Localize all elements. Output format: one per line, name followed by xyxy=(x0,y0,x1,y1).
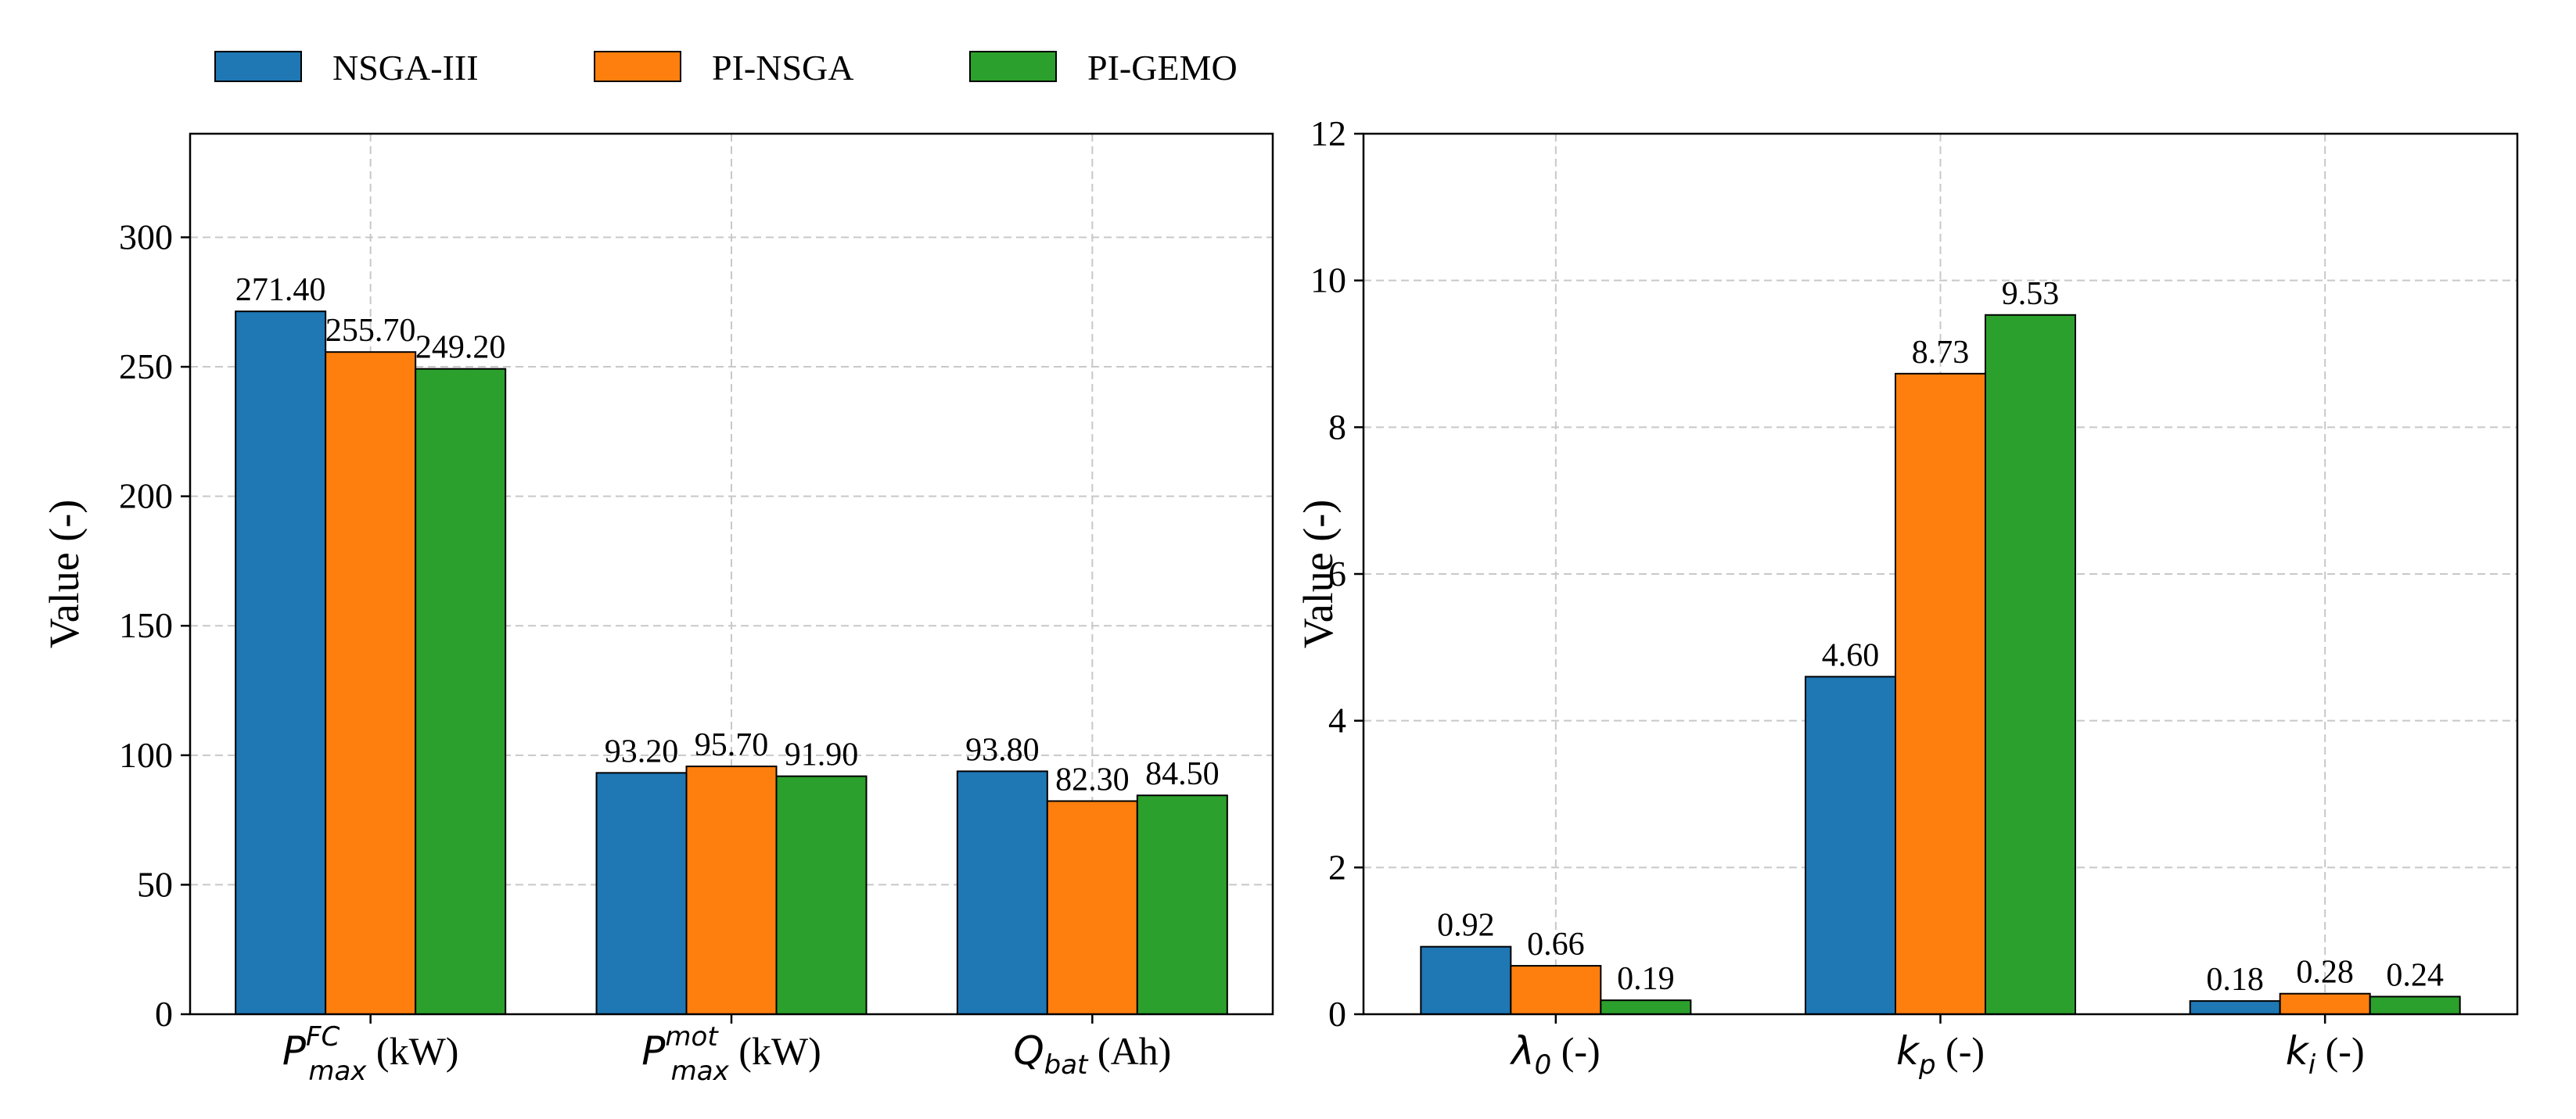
x-tick-label-0: PFC max (kW) xyxy=(282,1021,459,1087)
chart-right-control-params: 0.92 4.60 0.18 0.66 8.73 0.28 0.19 9.53 0.24 0 2 4 6… xyxy=(1295,113,2519,1081)
y-tick-label-150: 150 xyxy=(119,605,173,645)
bar-nsga-iii-0 xyxy=(1420,945,1512,1016)
bar-pi-nsga-0 xyxy=(325,351,417,1015)
y-axis-label: Value (-) xyxy=(1295,500,1342,648)
x-ticks: PFC max (kW) Pmot max (kW) Qbat (Ah) xyxy=(282,1014,1171,1087)
y-ticks: 0 2 4 6 8 10 12 xyxy=(1310,113,1363,1034)
data-labels: 271.40 93.20 93.80 255.70 95.70 82.30 249.20 91… xyxy=(235,272,1220,798)
data-label-nsga-iii-1: 93.20 xyxy=(605,733,679,769)
data-label-nsga-iii-0: 271.40 xyxy=(235,272,326,308)
data-label-nsga-iii-2: 93.80 xyxy=(965,732,1040,768)
bar-pi-gemo-1 xyxy=(775,775,868,1015)
data-label-nsga-iii-1: 4.60 xyxy=(1822,637,1880,673)
y-tick-label-250: 250 xyxy=(119,346,173,386)
data-label-pi-gemo-0: 0.19 xyxy=(1617,961,1675,997)
data-label-pi-nsga-0: 255.70 xyxy=(325,313,416,349)
bar-pi-gemo-0 xyxy=(415,368,507,1015)
y-axis-label: Value (-) xyxy=(41,500,88,648)
legend-swatch-nsga-iii xyxy=(214,51,302,82)
bar-nsga-iii-2 xyxy=(2189,1000,2281,1015)
y-tick-label-200: 200 xyxy=(119,476,173,516)
chart-left-sizing: 271.40 93.20 93.80 255.70 95.70 82.30 249.20 91… xyxy=(41,132,1274,1087)
data-label-pi-gemo-1: 91.90 xyxy=(785,737,859,773)
bar-nsga-iii-1 xyxy=(1805,676,1896,1015)
bars xyxy=(235,310,1228,1016)
data-label-pi-gemo-1: 9.53 xyxy=(2002,276,2060,312)
data-label-pi-nsga-2: 82.30 xyxy=(1055,762,1130,798)
bar-nsga-iii-2 xyxy=(956,770,1048,1015)
bar-pi-nsga-2 xyxy=(2279,992,2371,1016)
bar-pi-nsga-0 xyxy=(1510,965,1602,1015)
data-label-pi-nsga-1: 8.73 xyxy=(1912,335,1970,371)
bar-pi-nsga-2 xyxy=(1046,800,1138,1015)
data-label-pi-gemo-0: 249.20 xyxy=(415,330,506,366)
x-tick-label-2: Qbat (Ah) xyxy=(1013,1028,1171,1081)
bar-pi-gemo-2 xyxy=(1136,794,1228,1015)
y-tick-label-50: 50 xyxy=(137,864,173,904)
y-tick-label-0: 0 xyxy=(155,994,173,1034)
x-tick-label-1: kp (-) xyxy=(1896,1028,1985,1081)
data-labels: 0.92 4.60 0.18 0.66 8.73 0.28 0.19 9.53 0.24 xyxy=(1437,276,2444,998)
bar-nsga-iii-1 xyxy=(595,772,688,1015)
x-ticks: λ0 (-) kp (-) ki (-) xyxy=(1509,1014,2365,1081)
y-tick-label-6: 6 xyxy=(1328,554,1346,594)
data-label-pi-gemo-2: 84.50 xyxy=(1145,756,1220,792)
legend-swatch-pi-gemo xyxy=(969,51,1057,82)
legend-swatch-pi-nsga xyxy=(594,51,681,82)
y-tick-label-0: 0 xyxy=(1328,994,1346,1034)
bar-pi-nsga-1 xyxy=(685,766,778,1016)
y-tick-label-8: 8 xyxy=(1328,407,1346,447)
legend-label-nsga-iii: NSGA-III xyxy=(332,48,479,88)
y-tick-label-10: 10 xyxy=(1310,260,1346,300)
y-ticks: 0 50 100 150 200 250 300 xyxy=(119,217,190,1034)
bar-pi-gemo-1 xyxy=(1985,314,2076,1016)
legend-label-pi-gemo: PI-GEMO xyxy=(1087,48,1238,88)
legend: NSGA-III PI-NSGA PI-GEMO xyxy=(214,48,1238,88)
x-tick-label-0: λ0 (-) xyxy=(1509,1028,1601,1081)
data-label-pi-gemo-2: 0.24 xyxy=(2386,957,2444,993)
data-label-pi-nsga-0: 0.66 xyxy=(1527,927,1585,963)
x-tick-label-1: Pmot max (kW) xyxy=(641,1021,821,1087)
bar-pi-gemo-0 xyxy=(1600,999,1692,1015)
x-tick-label-2: ki (-) xyxy=(2286,1028,2365,1081)
data-label-pi-nsga-1: 95.70 xyxy=(695,727,769,763)
bar-nsga-iii-0 xyxy=(235,310,327,1015)
data-label-nsga-iii-2: 0.18 xyxy=(2206,962,2264,998)
data-label-nsga-iii-0: 0.92 xyxy=(1437,908,1495,944)
y-tick-label-4: 4 xyxy=(1328,701,1346,741)
y-tick-label-12: 12 xyxy=(1310,113,1346,153)
legend-label-pi-nsga: PI-NSGA xyxy=(712,48,853,88)
data-label-pi-nsga-2: 0.28 xyxy=(2296,955,2354,991)
y-tick-label-100: 100 xyxy=(119,735,173,775)
y-tick-label-2: 2 xyxy=(1328,847,1346,887)
bars xyxy=(1420,314,2461,1016)
bar-pi-nsga-1 xyxy=(1895,372,1986,1015)
y-tick-label-300: 300 xyxy=(119,217,173,256)
bar-pi-gemo-2 xyxy=(2369,995,2461,1015)
